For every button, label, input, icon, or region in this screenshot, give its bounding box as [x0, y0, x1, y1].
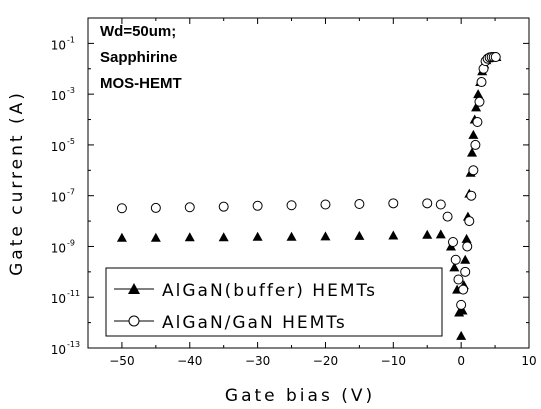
data-point-circle [474, 96, 485, 107]
data-point-triangle [116, 232, 127, 242]
data-point-circle [422, 198, 433, 209]
y-tick-base: 10 [51, 191, 66, 205]
data-point-triangle [449, 262, 460, 272]
y-tick-label: 10 -1 [51, 35, 75, 52]
y-tick-label: 10 -11 [51, 289, 80, 306]
data-point-circle [286, 200, 297, 211]
x-tick-label: −20 [313, 354, 338, 368]
data-point-triangle [150, 232, 161, 242]
data-point-circle [476, 77, 487, 88]
legend-marker-triangle [128, 283, 140, 294]
x-axis-title: Gate bias (V) [225, 386, 375, 406]
x-tick-label: 0 [457, 354, 465, 368]
data-point-circle [218, 201, 229, 212]
data-point-circle [320, 199, 331, 210]
data-point-triangle [473, 89, 484, 99]
data-point-circle [388, 198, 399, 209]
x-tick-label: −40 [177, 354, 202, 368]
y-tick-base: 10 [51, 140, 66, 154]
data-point-circle [448, 236, 459, 247]
data-point-circle [450, 254, 461, 265]
plot-frame [87, 17, 530, 349]
annotation-line-2: Sapphirine [100, 49, 178, 66]
y-tick-base: 10 [51, 89, 66, 103]
legend: AlGaN(buffer) HEMTs AlGaN/GaN HEMTs [105, 267, 443, 337]
x-tick-label: −50 [109, 354, 134, 368]
data-point-triangle [252, 231, 263, 241]
data-point-triangle [320, 231, 331, 241]
x-tick-label: 10 [521, 354, 536, 368]
data-point-circle [472, 116, 483, 127]
y-tick-base: 10 [51, 292, 66, 306]
data-point-circle [184, 202, 195, 213]
y-tick-label: 10 -3 [51, 86, 75, 103]
y-tick-label: 10 -9 [51, 238, 75, 255]
data-point-circle [442, 211, 453, 222]
data-point-triangle [471, 102, 482, 112]
data-point-triangle [461, 233, 472, 243]
data-point-triangle [457, 305, 468, 315]
y-tick-base: 10 [51, 38, 66, 52]
data-point-circle [462, 241, 473, 252]
data-point-triangle [388, 230, 399, 240]
data-point-circle [464, 216, 475, 227]
data-point-triangle [456, 330, 467, 340]
axis-ticks [88, 17, 530, 349]
data-point-circle [456, 299, 467, 310]
y-tick-exponent: -5 [67, 137, 75, 146]
data-point-circle [354, 199, 365, 210]
y-tick-exponent: -3 [67, 86, 75, 95]
series-layer [116, 52, 502, 340]
y-tick-exponent: -7 [67, 188, 75, 197]
legend-label-gan: AlGaN/GaN HEMTs [162, 313, 347, 333]
data-point-triangle [184, 232, 195, 242]
data-point-triangle [467, 147, 478, 157]
data-point-triangle [218, 232, 229, 242]
y-tick-exponent: -13 [67, 340, 80, 349]
y-tick-exponent: -11 [67, 289, 80, 298]
data-point-circle [466, 190, 477, 201]
data-point-triangle [286, 231, 297, 241]
data-point-circle [435, 199, 446, 210]
legend-label-buffer: AlGaN(buffer) HEMTs [162, 281, 377, 301]
x-tick-labels: −50 −40 −30 −20 −10 0 10 [109, 354, 536, 368]
y-tick-exponent: -1 [67, 35, 75, 44]
y-axis-title: Gate current (A) [7, 90, 27, 276]
y-tick-base: 10 [51, 343, 66, 357]
y-tick-exponent: -9 [67, 238, 75, 247]
data-point-triangle [460, 254, 471, 264]
data-point-triangle [435, 229, 446, 239]
y-tick-base: 10 [51, 241, 66, 255]
data-point-circle [150, 202, 161, 213]
data-point-circle [468, 165, 479, 176]
data-point-circle [458, 284, 469, 295]
data-point-circle [252, 200, 263, 211]
data-point-circle [470, 139, 481, 150]
y-tick-label: 10 -7 [51, 188, 75, 205]
y-tick-label: 10 -13 [51, 340, 80, 357]
data-point-triangle [354, 230, 365, 240]
x-tick-label: −30 [245, 354, 270, 368]
legend-box [105, 267, 443, 337]
y-tick-label: 10 -5 [51, 137, 75, 154]
data-point-triangle [422, 229, 433, 239]
legend-marker-circle [128, 315, 140, 327]
data-point-circle [460, 266, 471, 277]
annotation-line-1: Wd=50um; [100, 23, 176, 40]
annotation-line-3: MOS-HEMT [100, 75, 182, 92]
x-tick-label: −10 [381, 354, 406, 368]
data-point-circle [453, 274, 464, 285]
data-point-triangle [468, 129, 479, 139]
series-gan-hemt [116, 52, 501, 310]
data-point-circle [116, 203, 127, 214]
data-point-circle [490, 52, 501, 63]
